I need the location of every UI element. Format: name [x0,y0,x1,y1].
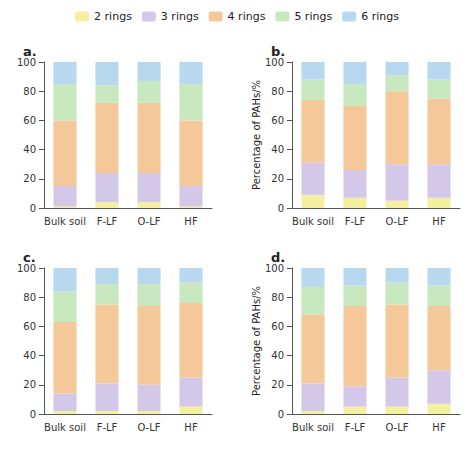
svg-text:80: 80 [271,292,284,303]
svg-text:O-LF: O-LF [385,422,408,433]
svg-text:O-LF: O-LF [385,216,408,227]
svg-text:40: 40 [23,350,36,361]
svg-text:a.: a. [23,44,37,59]
svg-text:Bulk soil: Bulk soil [44,422,86,433]
svg-text:d.: d. [271,250,285,265]
svg-text:40: 40 [271,144,284,155]
svg-text:Bulk soil: Bulk soil [44,216,86,227]
svg-text:0: 0 [278,409,284,420]
svg-text:40: 40 [23,144,36,155]
svg-text:F-LF: F-LF [345,216,366,227]
svg-text:40: 40 [271,350,284,361]
svg-text:20: 20 [23,379,36,390]
svg-text:2 rings: 2 rings [94,10,132,23]
svg-text:80: 80 [23,292,36,303]
svg-text:HF: HF [432,216,446,227]
svg-text:Bulk soil: Bulk soil [292,216,334,227]
svg-text:0: 0 [30,203,36,214]
svg-text:O-LF: O-LF [137,422,160,433]
svg-text:60: 60 [271,115,284,126]
svg-text:80: 80 [271,86,284,97]
svg-text:Bulk soil: Bulk soil [292,422,334,433]
svg-text:100: 100 [16,56,36,68]
svg-text:60: 60 [271,321,284,332]
svg-text:100: 100 [16,262,36,274]
svg-text:F-LF: F-LF [97,422,118,433]
svg-text:60: 60 [23,115,36,126]
svg-text:0: 0 [30,409,36,420]
svg-text:Percentage of PAHs/%: Percentage of PAHs/% [251,286,262,396]
svg-text:F-LF: F-LF [97,216,118,227]
svg-text:60: 60 [23,321,36,332]
svg-text:O-LF: O-LF [137,216,160,227]
svg-text:Percentage of PAHs/%: Percentage of PAHs/% [251,80,262,190]
svg-text:20: 20 [271,379,284,390]
svg-text:F-LF: F-LF [345,422,366,433]
svg-text:6 rings: 6 rings [361,10,399,23]
svg-text:c.: c. [23,250,36,265]
svg-text:HF: HF [184,216,198,227]
svg-text:0: 0 [278,203,284,214]
svg-text:HF: HF [184,422,198,433]
svg-text:5 rings: 5 rings [294,10,332,23]
svg-text:20: 20 [271,173,284,184]
svg-text:100: 100 [264,56,284,68]
svg-text:b.: b. [271,44,285,59]
svg-text:3 rings: 3 rings [161,10,199,23]
svg-text:100: 100 [264,262,284,274]
svg-text:20: 20 [23,173,36,184]
svg-text:4 rings: 4 rings [228,10,266,23]
svg-text:HF: HF [432,422,446,433]
svg-text:80: 80 [23,86,36,97]
